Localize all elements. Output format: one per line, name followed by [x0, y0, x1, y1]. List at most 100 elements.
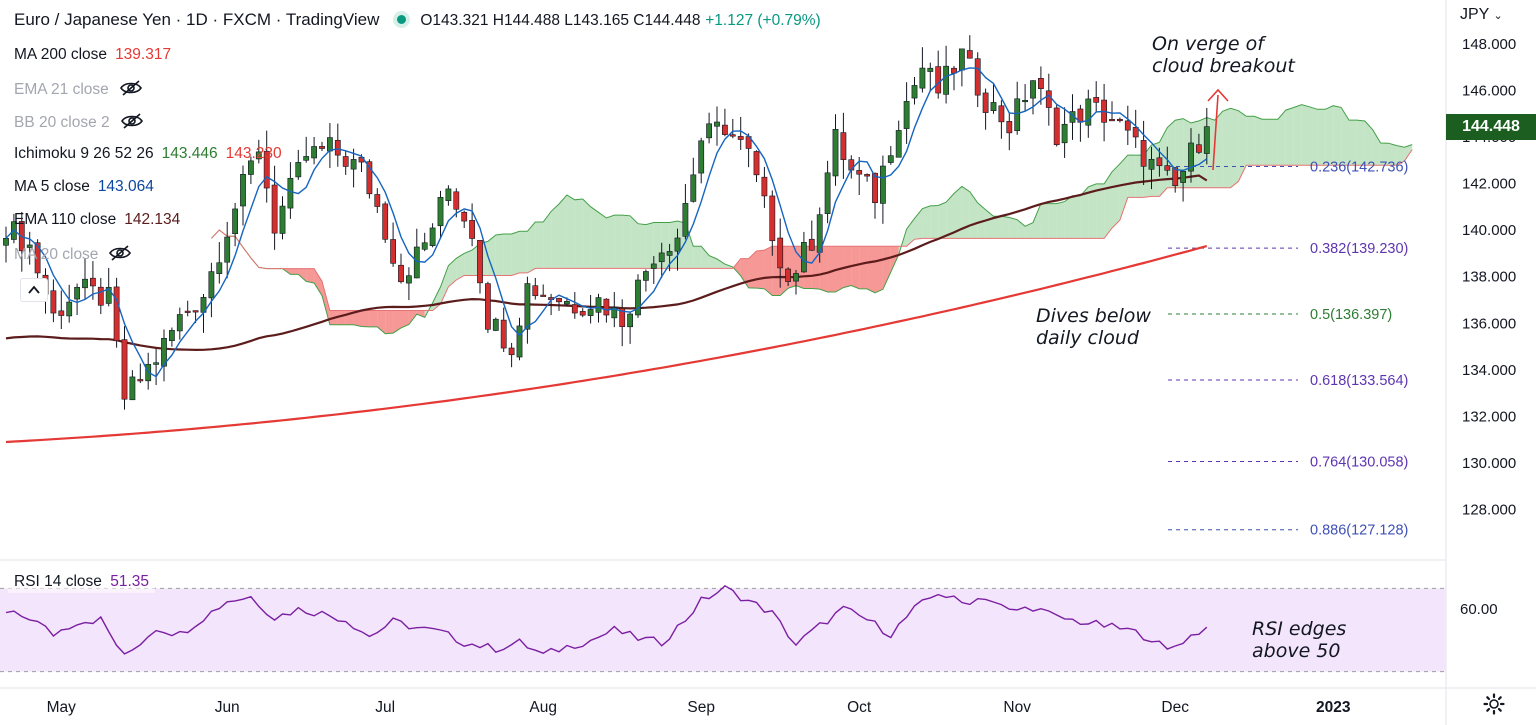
candle-body — [326, 137, 333, 152]
candle-body — [129, 376, 136, 401]
candle-body — [516, 325, 523, 358]
gear-icon[interactable] — [1482, 692, 1506, 716]
legend-ma20[interactable]: MA 20 close — [14, 244, 132, 264]
candle-body — [1085, 98, 1092, 126]
candle-body — [477, 239, 483, 284]
time-tick-label: Nov — [1003, 699, 1031, 716]
candle-body — [500, 319, 507, 349]
legend-value-2: 143.230 — [225, 145, 282, 162]
legend-ema110[interactable]: EMA 110 close 142.134 — [14, 211, 180, 229]
market-status-icon — [397, 15, 407, 24]
candle-body — [287, 177, 294, 209]
candle-body — [887, 155, 894, 163]
legend-bb20[interactable]: BB 20 close 2 — [14, 112, 144, 132]
candle-body — [97, 286, 104, 306]
candle-body — [682, 203, 689, 237]
candle-body — [966, 50, 973, 59]
candle-body — [1140, 140, 1147, 167]
candle-body — [66, 301, 73, 317]
fib-label: 0.382(139.230) — [1310, 241, 1408, 257]
cloud-segment — [732, 258, 741, 276]
candle-body — [840, 132, 847, 160]
candle-body — [176, 314, 183, 332]
rsi-label: RSI 14 close — [14, 573, 102, 590]
candle-body — [753, 151, 760, 176]
legend-value: 143.446 — [161, 145, 218, 162]
candle-body — [484, 283, 491, 330]
ma5-line — [5, 67, 1208, 378]
candle-body — [1164, 165, 1171, 171]
candle-body — [832, 129, 839, 177]
candle-body — [1022, 99, 1028, 103]
candle-body — [856, 170, 863, 175]
cloud-segment — [353, 310, 362, 327]
eye-hidden-icon[interactable] — [120, 112, 144, 130]
cloud-segment — [1222, 108, 1231, 188]
cloud-segment — [882, 246, 891, 290]
cloud-segment — [748, 250, 757, 289]
candle-body — [785, 268, 791, 282]
cloud-segment — [440, 265, 449, 305]
fib-label: 0.5(136.397) — [1310, 307, 1392, 323]
legend-label: EMA 110 close — [14, 211, 117, 228]
candle-body — [1038, 78, 1044, 89]
candle-body — [461, 211, 468, 222]
candle-body — [1196, 144, 1202, 153]
candle-body — [982, 92, 989, 113]
candle-body — [935, 66, 942, 94]
candle-body — [74, 287, 80, 300]
cloud-segment — [1262, 119, 1270, 166]
cloud-segment — [1127, 155, 1136, 198]
candle-body — [642, 271, 649, 281]
candle-body — [295, 162, 302, 178]
cloud-segment — [551, 204, 559, 269]
cloud-segment — [954, 186, 962, 239]
legend-ichimoku[interactable]: Ichimoku 9 26 52 26 143.446 143.230 — [14, 145, 282, 163]
cloud-segment — [1080, 186, 1089, 239]
cloud-segment — [1301, 104, 1310, 166]
cloud-segment — [1309, 106, 1318, 166]
cloud-segment — [527, 221, 536, 273]
cloud-segment — [922, 205, 931, 239]
cloud-segment — [606, 215, 615, 269]
eye-hidden-icon[interactable] — [108, 244, 132, 262]
candle-body — [390, 239, 396, 264]
candle-body — [721, 124, 728, 135]
legend-ma200[interactable]: MA 200 close 139.317 — [14, 46, 171, 64]
cloud-segment — [543, 211, 552, 269]
price-tick-label: 136.000 — [1462, 315, 1516, 332]
legend-ma5[interactable]: MA 5 close 143.064 — [14, 178, 154, 196]
cloud-segment — [1404, 144, 1413, 162]
cloud-segment — [669, 220, 678, 269]
candle-body — [943, 65, 949, 95]
cloud-segment — [969, 191, 978, 239]
eye-hidden-icon[interactable] — [119, 79, 143, 97]
candle-body — [919, 67, 926, 89]
cloud-segment — [1151, 142, 1160, 197]
currency-selector[interactable]: JPY ⌄ — [1460, 6, 1503, 24]
cloud-segment — [298, 268, 307, 282]
cloud-segment — [535, 221, 544, 269]
cloud-segment — [582, 199, 591, 269]
cloud-segment — [1277, 110, 1286, 166]
candle-body — [872, 172, 878, 204]
rsi-legend[interactable]: RSI 14 close 51.35 — [8, 571, 155, 593]
candle-body — [990, 102, 997, 111]
candle-body — [1117, 118, 1123, 122]
candle-body — [26, 244, 33, 248]
cloud-segment — [1001, 216, 1010, 239]
collapse-legend-button[interactable] — [20, 278, 48, 302]
cloud-segment — [701, 246, 710, 269]
cloud-segment — [614, 215, 623, 269]
legend-ema21[interactable]: EMA 21 close — [14, 79, 143, 99]
legend-label: MA 200 close — [14, 46, 108, 63]
cloud-segment — [1009, 217, 1018, 239]
cloud-segment — [1056, 201, 1065, 239]
rsi-value: 51.35 — [110, 573, 149, 590]
cloud-segment — [851, 246, 860, 289]
candle-body — [579, 311, 586, 316]
candle-body — [34, 242, 41, 274]
cloud-segment — [416, 310, 425, 318]
legend-value: 143.064 — [97, 178, 154, 195]
